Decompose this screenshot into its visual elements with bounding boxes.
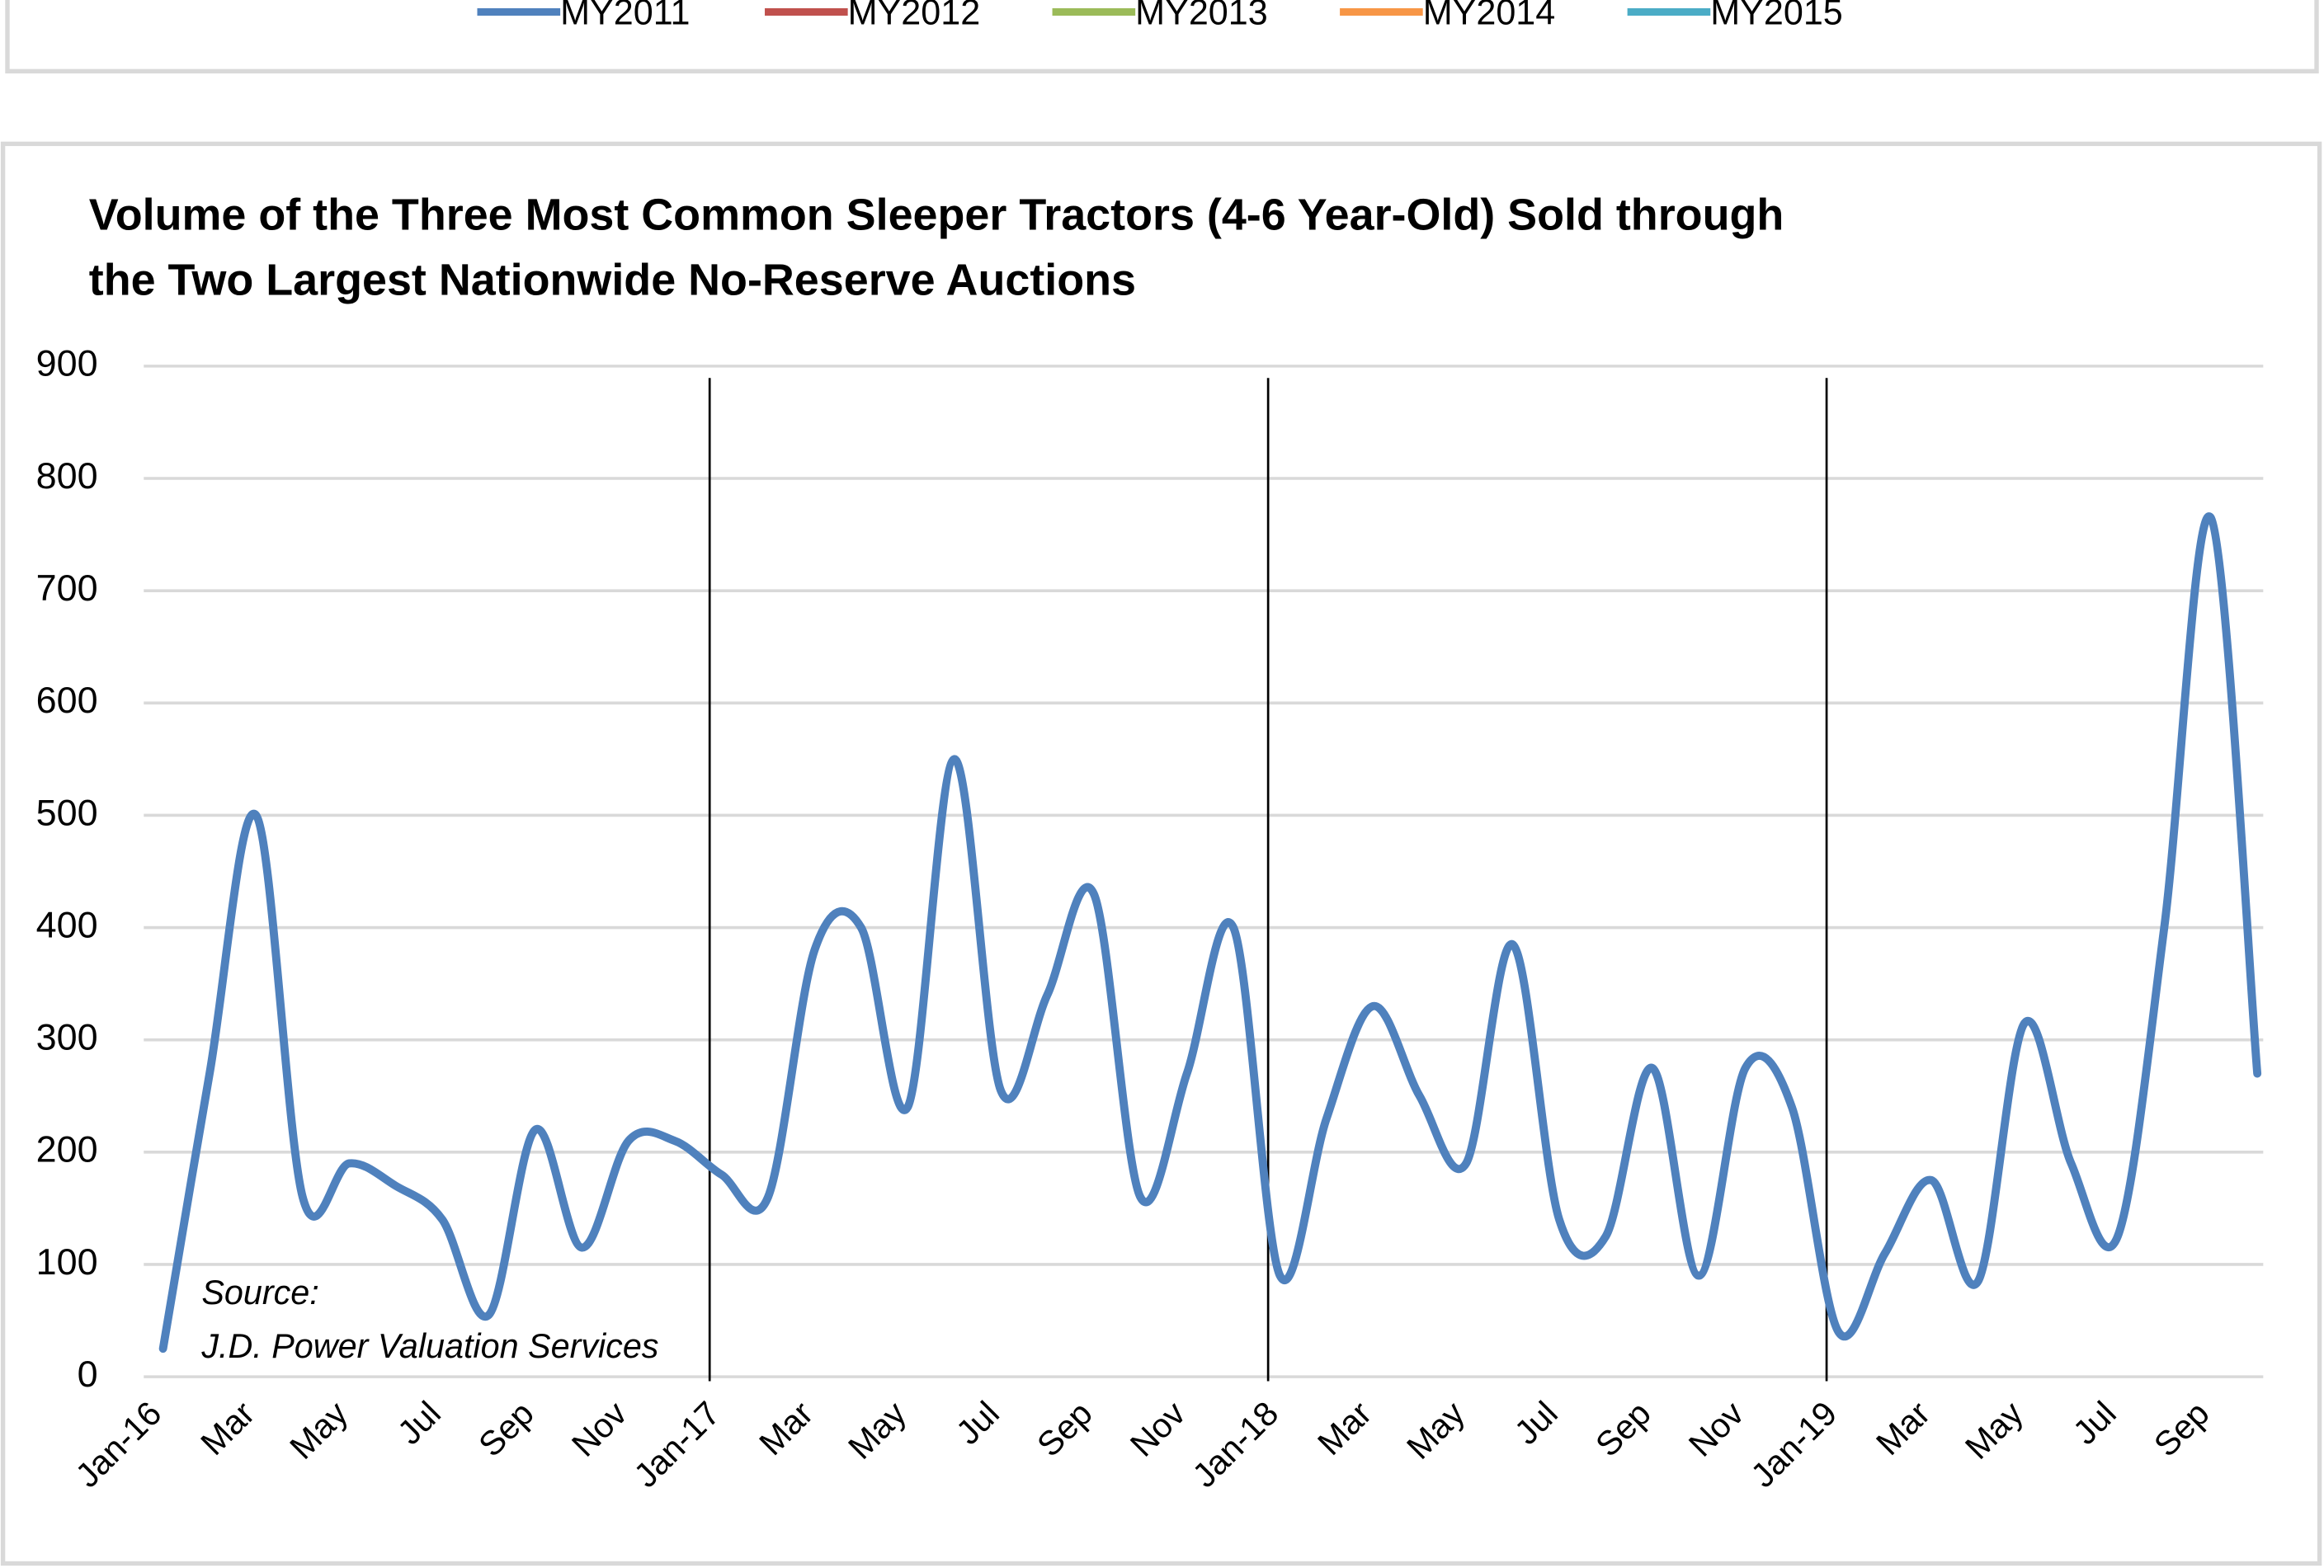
legend-label: MY2014 — [1423, 0, 1556, 32]
y-tick-label: 600 — [36, 679, 98, 721]
legend-label: MY2011 — [560, 0, 690, 32]
legend-label: MY2015 — [1710, 0, 1843, 32]
source-note: Source: — [201, 1274, 318, 1311]
y-tick-label: 500 — [36, 791, 98, 833]
top-chart-frame — [5, 0, 2319, 74]
chart-title: Volume of the Three Most Common Sleeper … — [89, 190, 1784, 239]
y-tick-label: 900 — [36, 342, 98, 384]
y-tick-label: 200 — [36, 1128, 98, 1170]
y-tick-label: 300 — [36, 1016, 98, 1058]
y-tick-label: 100 — [36, 1241, 98, 1283]
y-tick-label: 0 — [78, 1353, 98, 1395]
legend-label: MY2013 — [1135, 0, 1268, 32]
y-tick-label: 700 — [36, 567, 98, 609]
source-note: J.D. Power Valuation Services — [200, 1327, 658, 1365]
chart-title: the Two Largest Nationwide No-Reserve Au… — [89, 255, 1136, 304]
data-line — [158, 512, 2262, 1354]
y-tick-label: 800 — [36, 454, 98, 497]
legend-label: MY2012 — [848, 0, 981, 32]
chart-frame — [0, 141, 2322, 1566]
top-legend: MY2011 MY2012 MY2013 MY2014 MY2015 — [477, 0, 1843, 32]
y-tick-label: 400 — [36, 903, 98, 945]
